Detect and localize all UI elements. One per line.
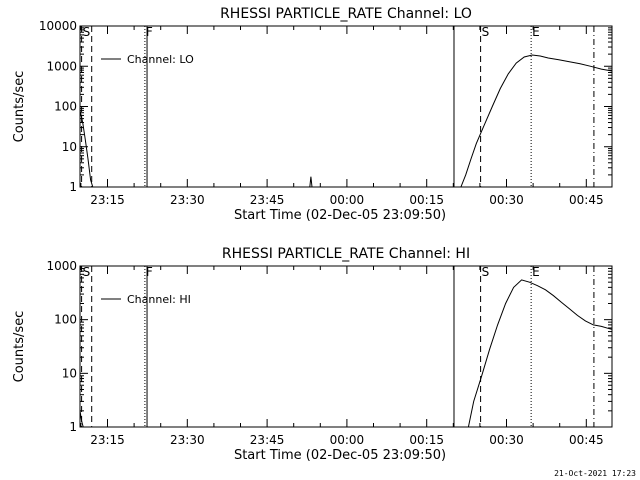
- chart-1-y-tick-label: 10: [62, 140, 77, 154]
- chart-2: RHESSI PARTICLE_RATE Channel: HI 1 10 100 10…: [12, 246, 613, 463]
- footer-timestamp: 21-Oct-2021 17:23: [554, 469, 636, 478]
- chart-1-series-1-segment-3: [460, 54, 612, 187]
- chart-1-x-tick-label: 00:45: [569, 193, 604, 207]
- chart-2-x-tick-label: 23:15: [90, 433, 125, 447]
- chart-1-y-tick-label: 1000: [46, 59, 77, 73]
- chart-2-title: RHESSI PARTICLE_RATE Channel: HI: [222, 246, 470, 262]
- chart-1-x-tick-label: 23:30: [170, 193, 205, 207]
- chart-1-x-tick-label: 00:15: [409, 193, 444, 207]
- chart-2-legend-label: Channel: HI: [127, 293, 191, 306]
- chart-1-event-label-6: S: [482, 25, 490, 39]
- chart-2-y-axis-label: Counts/sec: [12, 311, 27, 383]
- chart-1: RHESSI PARTICLE_RATE Channel: LO 1 10 100 10…: [12, 6, 613, 223]
- chart-2-x-tick-label: 00:15: [409, 433, 444, 447]
- chart-2-y-tick-label: 1: [69, 420, 77, 434]
- chart-2-event-label-6: S: [482, 265, 490, 279]
- chart-2-y-tick-label: 100: [54, 313, 77, 327]
- chart-2-event-label-3: F: [146, 265, 153, 279]
- chart-2-x-tick-label: 00:45: [569, 433, 604, 447]
- chart-2-series-1-segment-2: [467, 279, 612, 427]
- chart-2-event-label-7: E: [532, 265, 540, 279]
- chart-1-x-tick-label: 23:15: [90, 193, 125, 207]
- chart-1-legend-label: Channel: LO: [127, 53, 194, 66]
- chart-1-event-label-1: S: [83, 25, 91, 39]
- chart-1-plot-frame: [79, 25, 613, 188]
- chart-1-series-1-segment-2: [309, 176, 313, 187]
- chart-1-title: RHESSI PARTICLE_RATE Channel: LO: [220, 6, 472, 22]
- chart-1-series-1-segment-1: [80, 110, 94, 187]
- chart-1-event-label-3: F: [146, 25, 153, 39]
- chart-1-y-axis-label: Counts/sec: [12, 71, 27, 143]
- chart-1-event-label-7: E: [532, 25, 540, 39]
- chart-1-x-tick-label: 00:30: [489, 193, 524, 207]
- chart-2-series-1-segment-1: [80, 410, 84, 427]
- chart-1-y-tick-label: 1: [69, 180, 77, 194]
- chart-2-x-tick-label: 23:45: [250, 433, 285, 447]
- chart-2-event-label-1: S: [83, 265, 91, 279]
- chart-1-y-tick-label: 100: [54, 100, 77, 114]
- chart-2-x-axis-label: Start Time (02-Dec-05 23:09:50): [234, 448, 446, 463]
- chart-2-y-tick-label: 10: [62, 366, 77, 380]
- chart-2-plot-frame: [79, 265, 613, 428]
- chart-1-x-axis-label: Start Time (02-Dec-05 23:09:50): [234, 208, 446, 223]
- chart-2-x-tick-label: 00:00: [330, 433, 365, 447]
- chart-1-x-tick-label: 23:45: [250, 193, 285, 207]
- chart-2-x-tick-label: 23:30: [170, 433, 205, 447]
- chart-2-x-tick-label: 00:30: [489, 433, 524, 447]
- chart-1-x-tick-label: 00:00: [330, 193, 365, 207]
- chart-2-y-tick-label: 1000: [46, 259, 77, 273]
- chart-1-y-tick-label: 10000: [39, 19, 77, 33]
